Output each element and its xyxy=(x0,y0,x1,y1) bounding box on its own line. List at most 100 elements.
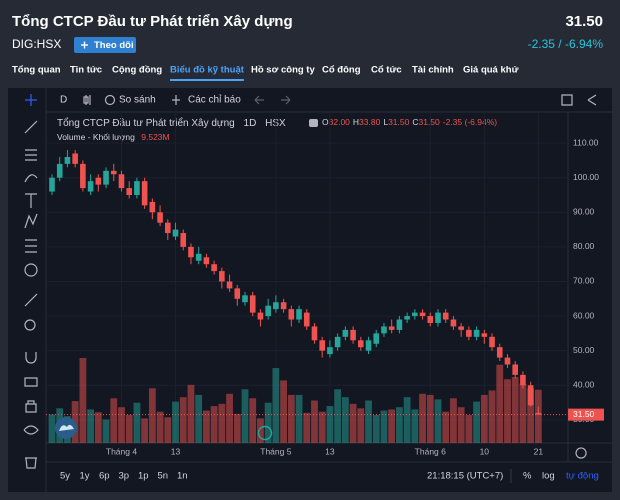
range-button[interactable]: 1n xyxy=(177,471,188,482)
stay-drawing-tool[interactable] xyxy=(24,377,38,387)
magnet-tool[interactable] xyxy=(25,352,37,364)
x-tick-label: Tháng 5 xyxy=(260,446,291,456)
tab[interactable]: Tin tức xyxy=(70,65,102,76)
prediction-tool[interactable] xyxy=(25,239,37,253)
tab[interactable]: Tổng quan xyxy=(12,65,61,76)
volume-bar xyxy=(125,415,133,443)
candle-body xyxy=(358,340,364,348)
tab[interactable]: Tài chính xyxy=(412,65,454,76)
volume-bar xyxy=(141,418,149,443)
candle-body xyxy=(365,340,372,351)
volume-bar xyxy=(218,403,226,443)
candle-body xyxy=(141,181,148,206)
ohlc-value: 31.50 xyxy=(388,117,410,127)
candle-body xyxy=(381,326,387,334)
text-tool[interactable] xyxy=(25,193,37,208)
ohlc-key: L xyxy=(383,117,388,127)
fullscreen-icon[interactable] xyxy=(561,94,573,106)
volume-bar xyxy=(295,394,303,443)
candle-body xyxy=(458,326,464,330)
volume-bar xyxy=(504,379,511,443)
y-tick-label: 70.00 xyxy=(573,276,595,286)
percent-toggle[interactable]: % xyxy=(523,471,532,482)
range-button[interactable]: 5n xyxy=(158,471,169,482)
candle-body xyxy=(280,302,287,310)
volume-bar xyxy=(133,402,141,443)
range-button[interactable]: 5y xyxy=(60,471,70,482)
legend-collapse[interactable] xyxy=(309,119,318,127)
x-tick-label: 13 xyxy=(325,446,335,456)
last-price-label: 31.50 xyxy=(573,409,595,419)
trendline-tool[interactable] xyxy=(24,120,38,134)
crosshair-tool[interactable] xyxy=(25,94,37,106)
volume-bar xyxy=(241,389,249,443)
candle-body xyxy=(203,257,210,265)
volume-bar xyxy=(187,384,195,443)
follow-label[interactable]: Theo dõi xyxy=(94,40,134,51)
tab[interactable]: Cổ tức xyxy=(371,65,402,76)
tab[interactable]: Hồ sơ công ty xyxy=(251,65,315,76)
compare-button[interactable]: So sánh xyxy=(119,95,156,106)
event-marker[interactable] xyxy=(257,425,273,441)
candle-body xyxy=(527,385,534,406)
candle-body xyxy=(512,364,518,375)
volume-bar xyxy=(426,394,434,443)
share-icon[interactable] xyxy=(587,94,597,106)
zoom-tool[interactable] xyxy=(24,319,36,331)
tab[interactable]: Cộng đồng xyxy=(112,65,162,76)
y-tick-label: 40.00 xyxy=(573,379,595,389)
volume-bar xyxy=(396,407,403,443)
icon-tool[interactable] xyxy=(24,263,38,277)
range-button[interactable]: 3p xyxy=(119,471,130,482)
ohlc-value: 32.00 xyxy=(329,117,351,127)
candle-body xyxy=(134,181,140,196)
clock: 21:18:15 (UTC+7) xyxy=(427,471,503,482)
delete-tool[interactable] xyxy=(25,457,37,469)
fib-tool[interactable] xyxy=(25,149,37,161)
volume-bar xyxy=(303,412,311,443)
volume-value: 9.523M xyxy=(141,132,169,142)
redo-icon[interactable] xyxy=(281,95,291,105)
volume-bar xyxy=(380,410,388,443)
y-tick-label: 50.00 xyxy=(573,345,595,355)
volume-bar xyxy=(488,390,496,443)
volume-bar xyxy=(419,393,426,443)
volume-bar xyxy=(203,410,210,443)
candle-body xyxy=(157,212,163,223)
brush-tool[interactable] xyxy=(24,174,38,183)
tab[interactable]: Cổ đông xyxy=(322,65,361,76)
volume-bar xyxy=(372,415,380,443)
candle-body xyxy=(288,309,295,320)
range-button[interactable]: 1p xyxy=(138,471,149,482)
candle-body xyxy=(80,163,86,189)
tab[interactable]: Biểu đồ kỹ thuật xyxy=(170,65,245,76)
indicators-icon[interactable] xyxy=(172,95,180,105)
candle-body xyxy=(64,156,71,164)
settings-icon[interactable] xyxy=(575,447,587,459)
candle-body xyxy=(180,233,187,247)
follow-button[interactable] xyxy=(74,37,136,53)
tab-bar: Tổng quan Tin tức Cộng đồng Biểu đồ kỹ thuậ… xyxy=(12,65,519,81)
compare-icon[interactable] xyxy=(104,94,116,106)
range-button[interactable]: 6p xyxy=(99,471,110,482)
candle-body xyxy=(450,319,457,327)
volume-bar xyxy=(110,398,118,443)
candle-body xyxy=(373,333,380,344)
candle-body xyxy=(489,336,495,348)
chart-style-icon[interactable] xyxy=(83,95,91,105)
range-button[interactable]: 1y xyxy=(80,471,90,482)
lock-tool[interactable] xyxy=(25,400,37,413)
volume-bar xyxy=(534,389,542,443)
indicators-button[interactable]: Các chỉ báo xyxy=(188,94,241,106)
auto-toggle[interactable]: tự động xyxy=(566,471,599,482)
interval-button[interactable]: D xyxy=(60,95,67,106)
measure-tool[interactable] xyxy=(24,293,38,307)
undo-icon[interactable] xyxy=(254,95,264,105)
visibility-tool[interactable] xyxy=(23,425,39,435)
candle-body xyxy=(103,170,109,185)
pattern-tool[interactable] xyxy=(24,213,38,229)
bottom-bar: 5y 1y 6p 3p 1p 5n 1n xyxy=(60,471,188,482)
x-tick-label: 10 xyxy=(480,446,490,456)
log-toggle[interactable]: log xyxy=(542,471,555,482)
tab[interactable]: Giá quá khứ xyxy=(463,65,519,76)
